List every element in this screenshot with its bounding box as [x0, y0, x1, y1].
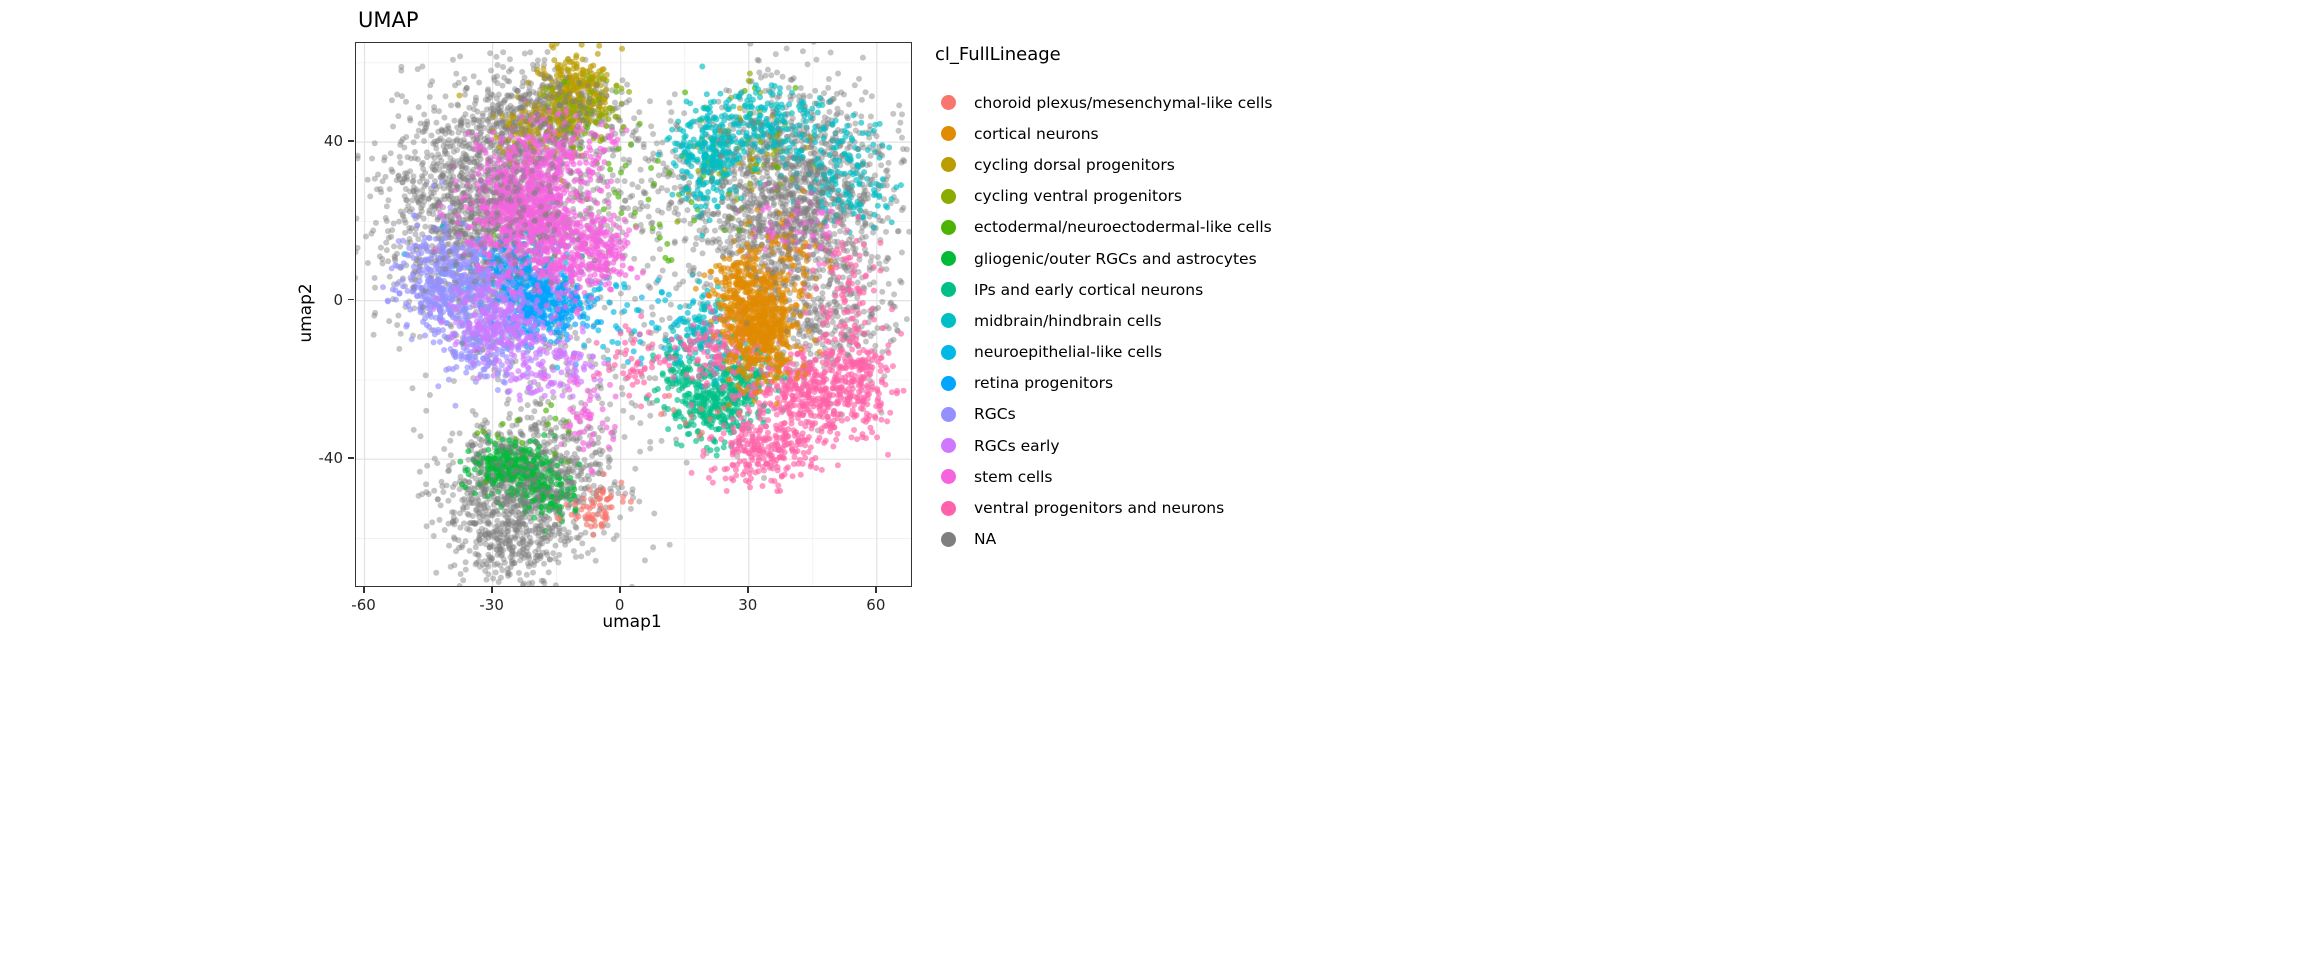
legend-entry: cycling dorsal progenitors [935, 149, 1275, 180]
legend-swatch-icon [941, 251, 956, 267]
legend-entry: IPs and early cortical neurons [935, 274, 1275, 305]
legend-label: cortical neurons [974, 124, 1099, 143]
legend-entry: ectodermal/neuroectodermal-like cells [935, 212, 1275, 243]
legend-entry: retina progenitors [935, 368, 1275, 399]
legend-entry: midbrain/hindbrain cells [935, 305, 1275, 336]
legend-label: cycling ventral progenitors [974, 187, 1183, 206]
legend-entry: ventral progenitors and neurons [935, 492, 1275, 523]
x-tick-label: 60 [866, 596, 886, 614]
legend-swatch-icon [941, 469, 956, 485]
legend-entry: neuroepithelial-like cells [935, 337, 1275, 368]
x-tick-mark [363, 587, 365, 593]
legend-entries: choroid plexus/mesenchymal-like cells cor… [935, 87, 1275, 555]
legend-entry: gliogenic/outer RGCs and astrocytes [935, 243, 1275, 274]
legend-swatch-icon [941, 531, 956, 547]
plot-title: UMAP [358, 8, 419, 32]
legend-label: RGCs early [974, 436, 1060, 455]
legend-swatch-icon [941, 438, 956, 454]
legend-entry: cycling ventral progenitors [935, 181, 1275, 212]
legend-label: IPs and early cortical neurons [974, 280, 1204, 299]
y-axis-label: umap2 [296, 283, 316, 343]
y-tick-label: 0 [333, 290, 343, 309]
legend-label: NA [974, 530, 997, 549]
y-tick-mark [348, 140, 354, 142]
legend-label: cycling dorsal progenitors [974, 155, 1175, 174]
plot-panel [355, 42, 912, 587]
x-axis-label: umap1 [602, 612, 662, 632]
legend-title: cl_FullLineage [935, 44, 1061, 65]
legend-swatch-icon [941, 219, 956, 235]
y-tick-label: 40 [323, 132, 343, 151]
legend-label: ventral progenitors and neurons [974, 499, 1225, 518]
x-tick-mark [491, 587, 493, 593]
y-tick-mark [348, 298, 354, 301]
legend-entry: RGCs early [935, 430, 1275, 461]
x-tick-mark [619, 587, 621, 593]
x-tick-mark [875, 587, 877, 593]
legend-swatch-icon [941, 282, 956, 298]
x-tick-label: -30 [479, 596, 504, 614]
legend-label: midbrain/hindbrain cells [974, 311, 1162, 330]
legend-swatch-icon [941, 406, 956, 422]
legend-label: neuroepithelial-like cells [974, 343, 1163, 362]
legend-entry: RGCs [935, 399, 1275, 430]
legend-label: ectodermal/neuroectodermal-like cells [974, 218, 1272, 237]
x-tick-label: 0 [614, 596, 625, 614]
legend-label: RGCs [974, 405, 1016, 424]
legend-swatch-icon [941, 313, 956, 329]
legend-swatch-icon [941, 375, 956, 391]
legend-label: choroid plexus/mesenchymal-like cells [974, 93, 1273, 112]
legend-label: stem cells [974, 467, 1053, 486]
y-tick-label: -40 [318, 449, 344, 468]
legend-label: retina progenitors [974, 374, 1114, 393]
x-tick-label: -60 [351, 596, 376, 614]
legend-swatch-icon [941, 95, 956, 111]
legend-swatch-icon [941, 157, 956, 173]
x-tick-label: 30 [738, 596, 758, 614]
legend-entry: NA [935, 524, 1275, 555]
legend-swatch-icon [941, 126, 956, 142]
legend-entry: choroid plexus/mesenchymal-like cells [935, 87, 1275, 118]
legend: cl_FullLineage choroid plexus/mesenchyma… [935, 44, 1275, 555]
legend-swatch-icon [941, 500, 956, 516]
x-tick-mark [747, 587, 749, 593]
y-tick-mark [348, 457, 354, 459]
umap-scatter-canvas [356, 43, 911, 586]
legend-swatch-icon [941, 188, 956, 204]
legend-label: gliogenic/outer RGCs and astrocytes [974, 249, 1257, 268]
legend-entry: cortical neurons [935, 118, 1275, 149]
legend-entry: stem cells [935, 461, 1275, 492]
legend-swatch-icon [941, 344, 956, 360]
